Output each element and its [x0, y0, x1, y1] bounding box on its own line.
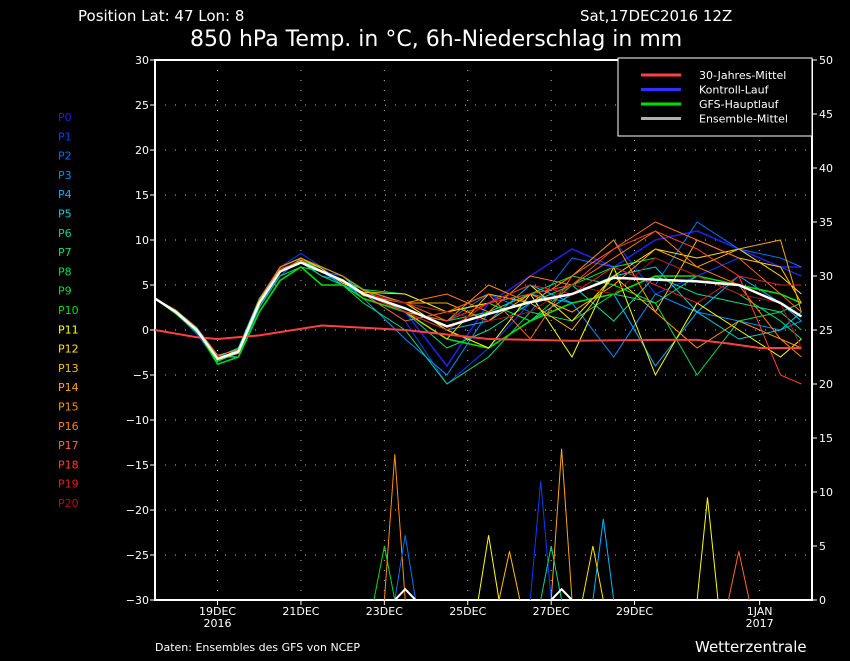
x-tick-label: 19DEC	[199, 605, 236, 618]
y-tick-label: 25	[135, 99, 149, 112]
y2-tick-label: 45	[819, 108, 833, 121]
member-label-p8: P8	[58, 265, 72, 278]
plot-frame	[154, 59, 813, 601]
member-label-p3: P3	[58, 169, 72, 182]
legend-label: 30-Jahres-Mittel	[699, 69, 786, 82]
member-label-p13: P13	[58, 362, 79, 375]
position-label: Position Lat: 47 Lon: 8	[78, 7, 244, 25]
y2-tick-label: 10	[819, 486, 833, 499]
x-tick-label: 27DEC	[533, 605, 570, 618]
precip-spike-p17	[727, 551, 750, 601]
y2-tick-label: 25	[819, 324, 833, 337]
member-label-p18: P18	[58, 458, 79, 471]
y2-tick-label: 30	[819, 270, 833, 283]
x-tick-label: 29DEC	[616, 605, 653, 618]
y2-tick-label: 35	[819, 216, 833, 229]
y2-tick-label: 15	[819, 432, 833, 445]
y2-tick-label: 40	[819, 162, 833, 175]
legend-label: GFS-Hauptlauf	[699, 98, 780, 111]
member-line-p1	[154, 239, 802, 385]
y2-tick-label: 5	[819, 540, 826, 553]
precip-spike-p10	[373, 545, 396, 601]
precip-spike-p2	[394, 535, 417, 601]
y-tick-label: 5	[142, 279, 149, 292]
precip-spike-p6	[540, 545, 563, 601]
member-label-p9: P9	[58, 285, 72, 298]
y2-tick-label: 0	[819, 594, 826, 607]
precip-spike-ensemble-mittel	[550, 587, 573, 601]
y-tick-label: −25	[126, 549, 149, 562]
precip-spike-p13	[498, 551, 521, 601]
member-label-p17: P17	[58, 439, 79, 452]
member-line-p14	[154, 239, 802, 361]
precip-spike-p11	[696, 497, 719, 601]
precip-spike-p1	[529, 481, 552, 601]
precip-spike-p4	[592, 518, 615, 601]
legend: 30-Jahres-Mittel Kontroll-LaufGFS-Hauptla…	[617, 57, 813, 137]
member-label-p11: P11	[58, 323, 79, 336]
member-label-p6: P6	[58, 227, 72, 240]
member-line-p12	[154, 248, 802, 360]
x-tick-label-year: 2017	[746, 617, 774, 630]
series-group	[154, 221, 803, 601]
precip-spike-p15	[383, 454, 406, 601]
y-tick-label: −15	[126, 459, 149, 472]
run-time-label: Sat,17DEC2016 12Z	[580, 7, 732, 25]
member-label-p5: P5	[58, 208, 72, 221]
y-tick-label: −30	[126, 594, 149, 607]
member-label-p7: P7	[58, 246, 72, 259]
brand-label: Wetterzentrale	[695, 638, 807, 656]
precip-spike-ensemble-mittel	[394, 587, 417, 601]
y-tick-label: −5	[133, 369, 149, 382]
member-labels: P0 P1 P2 P3 P4 P5 P6 P7 P8 P9 P10 P11 P12 P13 P14 P15 P1…	[58, 111, 79, 510]
chart-title: 850 hPa Temp. in °C, 6h-Niederschlag in …	[190, 27, 682, 52]
member-label-p14: P14	[58, 381, 79, 394]
member-line-p16	[154, 230, 802, 358]
x-tick-label: 25DEC	[449, 605, 486, 618]
member-label-p12: P12	[58, 343, 79, 356]
x-tick-label: 1JAN	[747, 605, 773, 618]
precip-spike-p11	[477, 535, 500, 601]
y-tick-label: 15	[135, 189, 149, 202]
y-tick-label: 30	[135, 54, 149, 67]
member-label-p19: P19	[58, 478, 79, 491]
x-tick-label: 21DEC	[282, 605, 319, 618]
y-tick-label: −10	[126, 414, 149, 427]
legend-box	[617, 57, 813, 137]
precip-spike-p14	[550, 448, 573, 601]
y-tick-label: 0	[142, 324, 149, 337]
ensemble-mean-line	[154, 261, 803, 361]
member-label-p1: P1	[58, 130, 72, 143]
legend-label: Kontroll-Lauf	[699, 84, 770, 97]
precip-spike-p12	[581, 545, 604, 601]
member-label-p2: P2	[58, 150, 72, 163]
y2-tick-label: 20	[819, 378, 833, 391]
member-label-p20: P20	[58, 497, 79, 510]
climate-mean-line	[154, 324, 802, 349]
grid	[155, 60, 812, 600]
y-tick-label: 10	[135, 234, 149, 247]
axes: 302520151050−5−10−15−20−25−3050454035302…	[126, 54, 833, 630]
member-label-p15: P15	[58, 401, 79, 414]
member-line-p4	[154, 257, 802, 367]
legend-label: Ensemble-Mittel	[699, 113, 788, 126]
member-label-p10: P10	[58, 304, 79, 317]
y2-tick-label: 50	[819, 54, 833, 67]
x-tick-label: 23DEC	[366, 605, 403, 618]
member-label-p4: P4	[58, 188, 72, 201]
member-label-p0: P0	[58, 111, 72, 124]
y-tick-label: 20	[135, 144, 149, 157]
y-tick-label: −20	[126, 504, 149, 517]
member-label-p16: P16	[58, 420, 79, 433]
x-tick-label-year: 2016	[204, 617, 232, 630]
data-source-label: Daten: Ensembles des GFS von NCEP	[155, 641, 360, 654]
